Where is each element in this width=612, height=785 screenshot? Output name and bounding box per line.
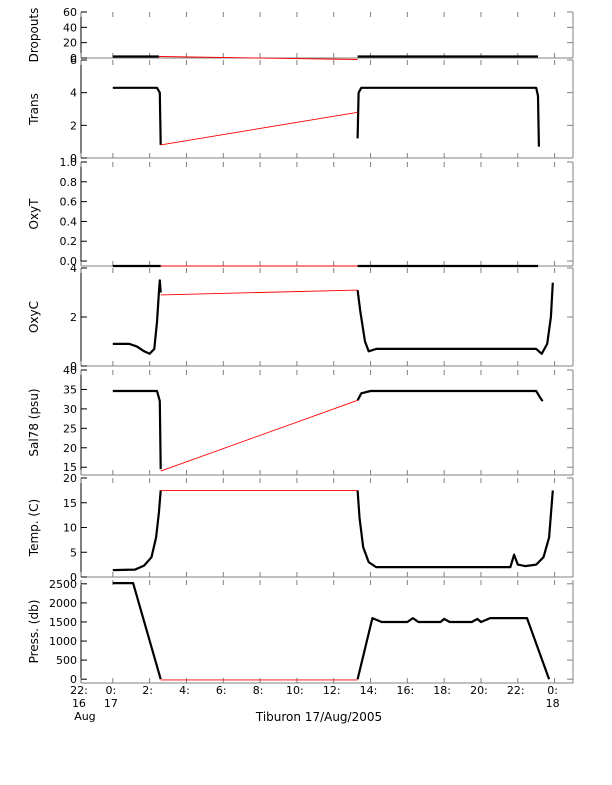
data-series-line	[356, 389, 544, 402]
y-tick-label: 4	[70, 87, 77, 100]
y-tick-label: 5	[70, 546, 77, 559]
panel-5: 0 5 10 15 20 Temp. (C)	[27, 472, 574, 584]
x-tick-label: 16	[72, 697, 86, 710]
y-tick-label: 20	[63, 472, 77, 485]
interpolation-line	[160, 289, 358, 296]
y-tick-label: 0	[70, 360, 77, 373]
y-tick-label: 1500	[49, 616, 77, 629]
panel-0: 0 20 40 60 Dropouts	[27, 6, 574, 65]
x-tick-label: 0:	[105, 684, 116, 697]
x-tick-label: Aug	[74, 710, 95, 723]
y-tick-label: 2000	[49, 597, 77, 610]
data-series-line	[112, 581, 162, 680]
x-tick-label: 12:	[323, 684, 341, 697]
panel-2: 0.0 0.2 0.4 0.6 0.8 1.0 OxyT	[27, 156, 574, 268]
y-axis-label: Dropouts	[27, 8, 41, 63]
y-tick-label: 0	[70, 52, 77, 65]
y-tick-label: 2	[70, 311, 77, 324]
y-tick-label: 0.8	[60, 176, 78, 189]
y-tick-label: 4	[70, 262, 77, 275]
y-tick-label: 2500	[49, 578, 77, 591]
y-tick-label: 1000	[49, 635, 77, 648]
panel-4: 15 20 25 30 35 40 Sal78 (psu)	[27, 364, 574, 476]
y-axis-label: Trans	[27, 93, 41, 126]
y-tick-label: 25	[63, 422, 77, 435]
panel-3: 0 2 4 OxyC	[27, 262, 574, 373]
y-tick-label: 20	[63, 442, 77, 455]
y-tick-label: 0.2	[60, 235, 78, 248]
y-tick-label: 15	[63, 497, 77, 510]
interpolation-line	[158, 56, 358, 60]
data-series-line	[112, 279, 162, 355]
y-tick-label: 60	[63, 6, 77, 19]
x-tick-label: 10:	[286, 684, 304, 697]
y-tick-label: 0	[70, 673, 77, 686]
x-tick-label: 20:	[470, 684, 488, 697]
y-tick-label: 35	[63, 383, 77, 396]
y-axis-label: Sal78 (psu)	[27, 388, 41, 456]
y-tick-label: 6	[70, 54, 77, 67]
y-axis-label: OxyC	[27, 301, 41, 333]
y-axis-label: Press. (db)	[27, 600, 41, 664]
x-tick-label: 4:	[179, 684, 190, 697]
y-tick-label: 30	[63, 403, 77, 416]
y-tick-label: 15	[63, 461, 77, 474]
data-series-line	[112, 86, 162, 145]
y-tick-label: 0.6	[60, 196, 78, 209]
x-tick-label: 22:	[70, 684, 88, 697]
data-series-line	[356, 282, 554, 355]
panel-1: 0 2 4 6 Trans	[27, 54, 574, 165]
y-tick-label: 40	[63, 364, 77, 377]
y-tick-label: 10	[63, 522, 77, 535]
chart-caption: Tiburon 17/Aug/2005	[255, 710, 382, 724]
y-tick-label: 0.0	[60, 255, 78, 268]
x-tick-label: 14:	[360, 684, 378, 697]
y-axis-label: Temp. (C)	[27, 499, 41, 557]
interpolation-line	[160, 399, 358, 472]
data-series-line	[356, 86, 540, 147]
x-tick-label: 2:	[142, 684, 153, 697]
y-tick-label: 0.4	[60, 215, 78, 228]
x-tick-label: 16:	[396, 684, 414, 697]
data-series-line	[356, 616, 551, 680]
interpolation-line	[160, 111, 358, 146]
data-series-line	[356, 490, 554, 569]
x-tick-label: 18	[546, 697, 560, 710]
x-tick-label: 6:	[216, 684, 227, 697]
x-tick-label: 0:	[547, 684, 558, 697]
data-series-line	[112, 389, 162, 470]
x-tick-label: 8:	[253, 684, 264, 697]
y-tick-label: 40	[63, 21, 77, 34]
y-tick-label: 2	[70, 119, 77, 132]
panel-6: 0 500 1000 1500 2000 2500 Press. (db)	[27, 578, 574, 686]
y-axis-label: OxyT	[27, 198, 41, 230]
x-tick-label: 17	[104, 697, 118, 710]
y-tick-label: 1.0	[60, 156, 78, 169]
data-series-line	[112, 490, 162, 572]
y-tick-label: 0	[70, 152, 77, 165]
x-tick-label: 22:	[507, 684, 525, 697]
chart-panels: 0204060Dropouts0246Trans0.00.20.40.60.81…	[27, 6, 574, 686]
y-tick-label: 500	[56, 654, 77, 667]
x-tick-label: 18:	[433, 684, 451, 697]
y-tick-label: 0	[70, 571, 77, 584]
y-tick-label: 20	[63, 37, 77, 50]
